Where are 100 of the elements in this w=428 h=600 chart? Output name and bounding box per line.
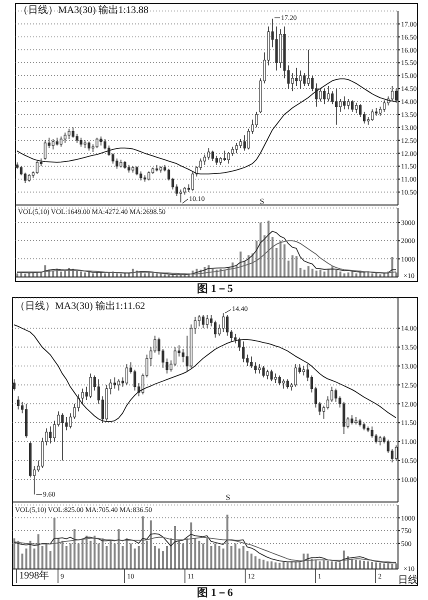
bar xyxy=(24,274,26,277)
bar xyxy=(322,560,325,569)
bar xyxy=(94,536,96,569)
candlestick xyxy=(44,140,46,160)
bar xyxy=(260,222,262,277)
bar xyxy=(280,240,282,277)
bar xyxy=(375,562,378,569)
candlestick xyxy=(258,364,261,374)
candlestick xyxy=(89,373,92,399)
candlestick xyxy=(275,26,278,71)
bar xyxy=(379,562,382,569)
bar xyxy=(302,554,305,569)
bar xyxy=(17,540,20,569)
text: 日线 xyxy=(398,574,418,586)
candlestick xyxy=(266,369,269,380)
bar xyxy=(82,538,84,569)
bar xyxy=(206,538,208,569)
candlestick xyxy=(198,314,200,327)
candlestick xyxy=(282,378,285,390)
bar xyxy=(210,546,212,569)
candlestick xyxy=(235,142,238,154)
bar xyxy=(53,518,56,569)
candlestick xyxy=(378,435,382,446)
bar xyxy=(86,536,88,569)
candlestick xyxy=(52,138,54,150)
bar xyxy=(222,548,224,569)
bar xyxy=(74,529,76,569)
bar xyxy=(250,554,252,569)
annotation: S xyxy=(260,197,264,206)
bar xyxy=(160,274,162,277)
bar xyxy=(150,520,152,569)
candlestick xyxy=(88,141,90,152)
bar xyxy=(49,551,52,569)
candlestick xyxy=(254,362,257,374)
candlestick xyxy=(96,137,98,148)
bar xyxy=(182,543,184,569)
bar xyxy=(268,220,270,277)
candlestick xyxy=(350,414,354,425)
bar xyxy=(318,561,321,569)
candlestick xyxy=(140,170,142,181)
bar xyxy=(194,538,196,569)
bar xyxy=(351,272,354,277)
bar xyxy=(198,540,200,569)
bar xyxy=(122,546,124,569)
bar xyxy=(106,546,108,569)
bar xyxy=(246,551,248,569)
bar xyxy=(262,560,264,569)
bar xyxy=(256,240,258,277)
candlestick xyxy=(179,189,182,203)
chart-title: （日线）MA3(30) 输出1:13.88 xyxy=(18,4,149,16)
bar xyxy=(57,538,60,569)
candlestick xyxy=(223,150,226,162)
bar xyxy=(37,534,40,569)
bar xyxy=(134,548,136,569)
bar xyxy=(170,538,172,569)
bar xyxy=(334,562,337,569)
candlestick xyxy=(60,136,62,148)
bar xyxy=(258,558,260,569)
candlestick xyxy=(148,170,150,181)
candlestick xyxy=(374,434,378,444)
candlestick xyxy=(207,148,210,160)
candlestick xyxy=(262,366,265,378)
candlestick xyxy=(125,364,128,386)
candlestick xyxy=(359,104,362,118)
candlestick xyxy=(243,134,246,152)
bar xyxy=(102,538,104,569)
bar xyxy=(61,540,64,569)
bar xyxy=(240,252,242,277)
candlestick xyxy=(331,90,334,105)
bar xyxy=(158,548,160,569)
candlestick xyxy=(351,100,354,112)
candlestick xyxy=(295,68,298,86)
bar xyxy=(60,272,62,277)
candlestick xyxy=(335,88,338,126)
bar xyxy=(138,546,140,569)
candlestick xyxy=(203,154,206,166)
bar xyxy=(78,543,80,569)
candlestick xyxy=(206,314,209,329)
candlestick xyxy=(199,158,202,170)
bar xyxy=(142,516,144,569)
candlestick xyxy=(49,426,52,444)
candlestick xyxy=(202,314,204,329)
bar xyxy=(218,546,220,569)
bar xyxy=(276,248,278,277)
candlestick xyxy=(136,166,138,176)
candlestick xyxy=(347,98,350,110)
candlestick xyxy=(242,341,245,363)
bar xyxy=(29,540,32,569)
bar xyxy=(359,560,361,569)
bar xyxy=(25,548,28,569)
bar xyxy=(166,546,168,569)
bar xyxy=(338,562,341,569)
candlestick xyxy=(16,396,20,410)
candlestick xyxy=(64,132,66,144)
bar xyxy=(120,274,122,277)
bar xyxy=(274,562,277,569)
bar xyxy=(354,560,357,569)
candlestick xyxy=(339,98,342,112)
bar xyxy=(186,538,188,569)
candlestick xyxy=(278,375,281,386)
